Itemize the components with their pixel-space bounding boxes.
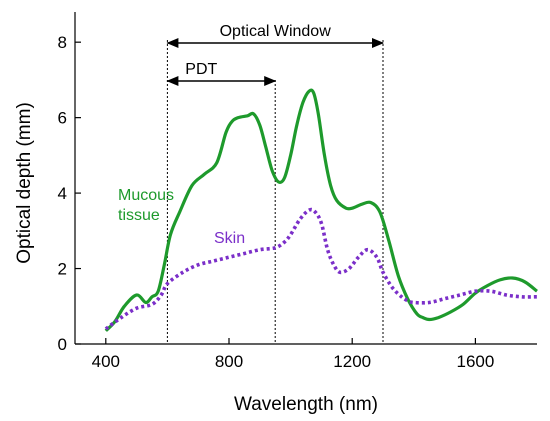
series-label-mucous: Mucous tissue	[118, 187, 178, 224]
series-line-skin	[104, 207, 538, 331]
plot-frame	[74, 12, 537, 345]
axis-ticks: 400 800 1200 1600 0 2 4 6 8	[58, 33, 495, 371]
series-label-mucous-line1: Mucous	[118, 187, 174, 204]
data-series	[104, 88, 538, 332]
series-label-skin: Skin	[214, 230, 245, 247]
series-label-mucous-line2: tissue	[118, 207, 160, 224]
x-tick-label: 1600	[456, 352, 494, 371]
x-tick-label: 800	[215, 352, 243, 371]
annotations: Optical Window PDT	[166, 23, 384, 344]
y-axis-title: Optical depth (mm)	[14, 102, 35, 264]
y-tick-label: 0	[58, 335, 67, 354]
series-line-mucous-tissue	[104, 88, 538, 332]
y-tick-label: 6	[58, 109, 67, 128]
y-tick-label: 4	[58, 184, 67, 203]
x-tick-label: 1200	[333, 352, 371, 371]
y-tick-label: 2	[58, 260, 67, 279]
optical-window-label: Optical Window	[220, 23, 332, 40]
x-axis-title: Wavelength (nm)	[234, 394, 378, 415]
x-tick-label: 400	[92, 352, 120, 371]
pdt-label: PDT	[185, 61, 217, 78]
y-tick-label: 8	[58, 33, 67, 52]
